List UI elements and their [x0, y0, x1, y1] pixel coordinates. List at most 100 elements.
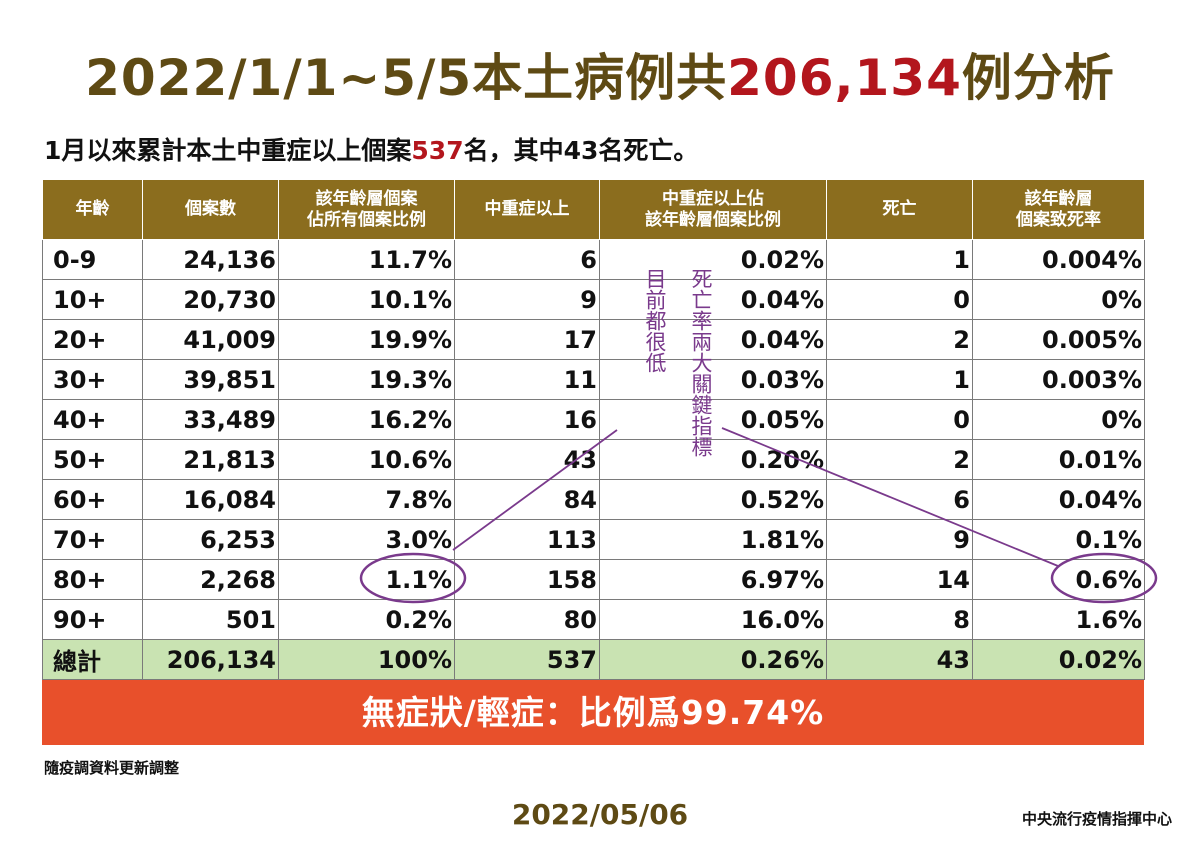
date: 2022/05/06 — [511, 798, 689, 831]
value-cell: 1.6% — [972, 599, 1145, 640]
value-cell: 19.3% — [278, 359, 455, 400]
age-cell: 20+ — [42, 319, 143, 360]
value-cell: 0.01% — [972, 439, 1145, 480]
table-row: 80+ 2,268 1.1% 158 6.97% 14 0.6% — [42, 559, 1145, 600]
age-cell: 50+ — [42, 439, 143, 480]
value-cell: 19.9% — [278, 319, 455, 360]
value-cell: 0.2% — [278, 599, 455, 640]
subtitle: 1月以來累計本土中重症以上個案537名，其中43名死亡。 — [44, 131, 698, 167]
summary-banner: 無症狀/輕症：比例爲99.74% — [42, 680, 1144, 745]
value-cell: 11.7% — [278, 239, 455, 280]
value-cell: 84 — [454, 479, 600, 520]
value-cell: 0.005% — [972, 319, 1145, 360]
value-cell: 0.02% — [972, 639, 1145, 680]
value-cell: 0 — [826, 279, 973, 320]
header-cell: 死亡 — [826, 179, 973, 240]
value-cell: 6,253 — [142, 519, 279, 560]
age-cell: 90+ — [42, 599, 143, 640]
value-cell: 7.8% — [278, 479, 455, 520]
value-cell: 14 — [826, 559, 973, 600]
table-row: 60+ 16,084 7.8% 84 0.52% 6 0.04% — [42, 479, 1145, 520]
value-cell: 6.97% — [599, 559, 827, 600]
value-cell: 100% — [278, 639, 455, 680]
value-cell: 39,851 — [142, 359, 279, 400]
header-cell: 年齡 — [42, 179, 143, 240]
value-cell: 16 — [454, 399, 600, 440]
value-cell: 43 — [454, 439, 600, 480]
value-cell: 0.04% — [599, 319, 827, 360]
value-cell: 1.1% — [278, 559, 455, 600]
total-row: 總計 206,134 100% 537 0.26% 43 0.02% — [42, 639, 1145, 680]
value-cell: 206,134 — [142, 639, 279, 680]
title-suffix: 例分析 — [961, 49, 1115, 107]
age-cell: 80+ — [42, 559, 143, 600]
value-cell: 16,084 — [142, 479, 279, 520]
value-cell: 158 — [454, 559, 600, 600]
value-cell: 80 — [454, 599, 600, 640]
table-row: 10+ 20,730 10.1% 9 0.04% 0 0% — [42, 279, 1145, 320]
value-cell: 0.26% — [599, 639, 827, 680]
value-cell: 1 — [826, 239, 973, 280]
age-cell: 總計 — [42, 639, 143, 680]
value-cell: 43 — [826, 639, 973, 680]
value-cell: 9 — [826, 519, 973, 560]
title-count: 206,134 — [727, 49, 962, 107]
header-cell: 該年齡層個案 佔所有個案比例 — [278, 179, 455, 240]
header-cell: 該年齡層 個案致死率 — [972, 179, 1145, 240]
table-body: 0-9 24,136 11.7% 6 0.02% 1 0.004% 10+ 20,730 10.1… — [42, 239, 1145, 680]
age-cell: 70+ — [42, 519, 143, 560]
table-row: 50+ 21,813 10.6% 43 0.20% 2 0.01% — [42, 439, 1145, 480]
value-cell: 6 — [454, 239, 600, 280]
value-cell: 0.02% — [599, 239, 827, 280]
value-cell: 0.6% — [972, 559, 1145, 600]
age-cell: 30+ — [42, 359, 143, 400]
value-cell: 2,268 — [142, 559, 279, 600]
footnote: 隨疫調資料更新調整 — [44, 759, 180, 777]
age-cell: 0-9 — [42, 239, 143, 280]
value-cell: 0.003% — [972, 359, 1145, 400]
header-cell: 中重症以上佔 該年齡層個案比例 — [599, 179, 827, 240]
value-cell: 113 — [454, 519, 600, 560]
table-row: 30+ 39,851 19.3% 11 0.03% 1 0.003% — [42, 359, 1145, 400]
value-cell: 0% — [972, 399, 1145, 440]
value-cell: 21,813 — [142, 439, 279, 480]
value-cell: 0.1% — [972, 519, 1145, 560]
age-cell: 60+ — [42, 479, 143, 520]
subtitle-suffix: 名，其中43名死亡。 — [463, 136, 699, 165]
table-header-row: 年齡 個案數 該年齡層個案 佔所有個案比例 中重症以上 中重症以上佔 該年齡層個案比例死… — [42, 179, 1145, 240]
value-cell: 11 — [454, 359, 600, 400]
table-row: 20+ 41,009 19.9% 17 0.04% 2 0.005% — [42, 319, 1145, 360]
value-cell: 16.0% — [599, 599, 827, 640]
annotation-right: 死亡率兩大關鍵指標 — [689, 268, 713, 457]
value-cell: 10.1% — [278, 279, 455, 320]
age-table: 年齡 個案數 該年齡層個案 佔所有個案比例 中重症以上 中重症以上佔 該年齡層個案比例死… — [42, 179, 1145, 680]
annotation-left: 目前都很低 — [643, 268, 667, 373]
value-cell: 2 — [826, 319, 973, 360]
value-cell: 0 — [826, 399, 973, 440]
organization: 中央流行疫情指揮中心 — [1021, 810, 1172, 828]
table-row: 0-9 24,136 11.7% 6 0.02% 1 0.004% — [42, 239, 1145, 280]
value-cell: 20,730 — [142, 279, 279, 320]
value-cell: 2 — [826, 439, 973, 480]
value-cell: 16.2% — [278, 399, 455, 440]
value-cell: 501 — [142, 599, 279, 640]
value-cell: 33,489 — [142, 399, 279, 440]
age-cell: 10+ — [42, 279, 143, 320]
value-cell: 0.004% — [972, 239, 1145, 280]
header-cell: 中重症以上 — [454, 179, 600, 240]
value-cell: 24,136 — [142, 239, 279, 280]
value-cell: 1 — [826, 359, 973, 400]
table-row: 90+ 501 0.2% 80 16.0% 8 1.6% — [42, 599, 1145, 640]
value-cell: 10.6% — [278, 439, 455, 480]
value-cell: 0.04% — [599, 279, 827, 320]
subtitle-prefix: 1月以來累計本土中重症以上個案 — [44, 136, 412, 165]
title-prefix: 2022/1/1~5/5本土病例共 — [85, 49, 728, 107]
value-cell: 537 — [454, 639, 600, 680]
subtitle-count: 537 — [411, 136, 464, 165]
value-cell: 6 — [826, 479, 973, 520]
value-cell: 9 — [454, 279, 600, 320]
page-title: 2022/1/1~5/5本土病例共206,134例分析 — [0, 38, 1200, 110]
value-cell: 1.81% — [599, 519, 827, 560]
header-cell: 個案數 — [142, 179, 279, 240]
table-row: 40+ 33,489 16.2% 16 0.05% 0 0% — [42, 399, 1145, 440]
